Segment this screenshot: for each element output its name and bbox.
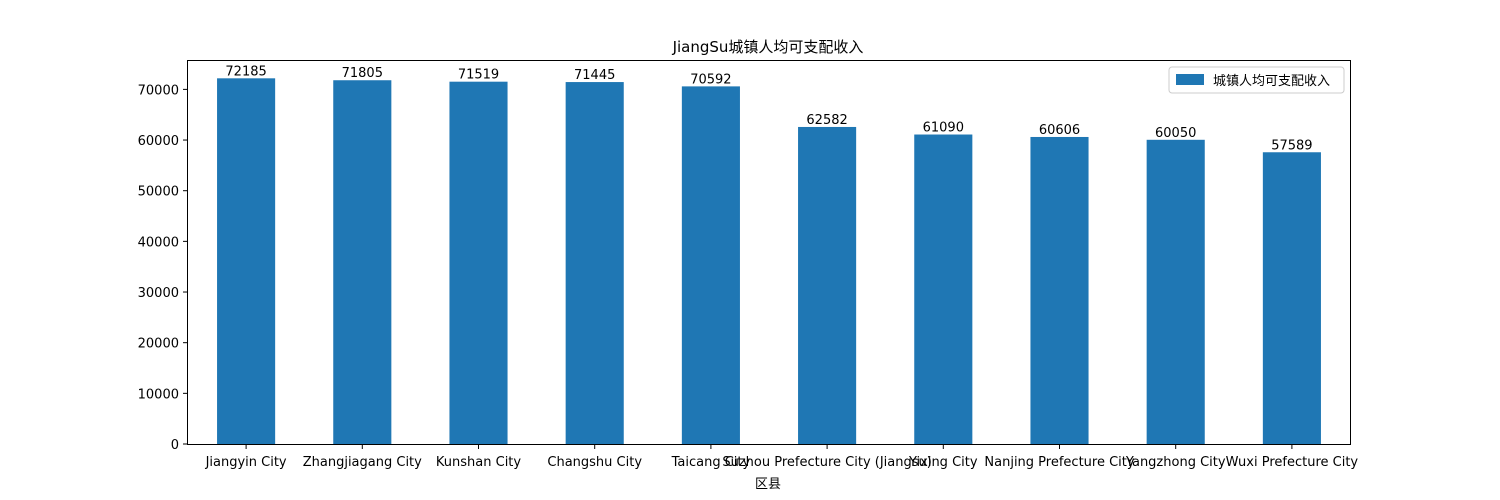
x-tick-label: Zhangjiagang City	[303, 455, 422, 470]
x-axis-label: 区县	[755, 477, 781, 492]
bar	[333, 80, 392, 444]
y-tick-label: 60000	[138, 134, 179, 149]
bar-series	[217, 78, 1321, 445]
x-tick-label: Kunshan City	[436, 455, 521, 470]
x-tick-label: Wuxi Prefecture City	[1226, 455, 1359, 470]
y-axis: 0 10000 20000 30000 40000 50000 60000 70000	[138, 83, 188, 453]
bar-value-label: 57589	[1271, 138, 1312, 153]
bar	[449, 81, 508, 445]
chart-title: JiangSu城镇人均可支配收入	[672, 38, 864, 56]
bar	[1262, 152, 1321, 444]
y-tick-label: 70000	[138, 83, 179, 98]
legend: 城镇人均可支配收入	[1168, 66, 1345, 94]
x-tick-label: Suzhou Prefecture City (Jiangsu)	[722, 455, 931, 470]
y-tick-label: 30000	[138, 286, 179, 301]
plot-frame	[187, 60, 1351, 445]
x-tick-label: Nanjing Prefecture City	[984, 455, 1134, 470]
x-tick-label: Yixing City	[908, 455, 978, 470]
y-tick-label: 40000	[138, 235, 179, 250]
y-tick-label: 10000	[138, 387, 179, 402]
bar	[217, 78, 276, 445]
y-tick-label: 0	[171, 438, 179, 453]
legend-swatch	[1176, 74, 1204, 85]
legend-label: 城镇人均可支配收入	[1213, 74, 1330, 89]
bar-value-label: 72185	[225, 64, 266, 79]
x-tick-label: Changshu City	[547, 455, 642, 470]
bar-value-label: 60050	[1155, 126, 1196, 141]
bar	[798, 126, 857, 444]
bar	[1146, 139, 1205, 444]
x-axis: Jiangyin City Zhangjiagang City Kunshan Ci…	[205, 444, 1359, 470]
bar	[1030, 136, 1089, 445]
bar-value-label: 62582	[806, 113, 847, 128]
bar	[681, 86, 740, 444]
y-tick-label: 50000	[138, 185, 179, 200]
bar-value-label: 60606	[1039, 123, 1080, 138]
y-tick-label: 20000	[138, 337, 179, 352]
x-tick-label: Taicang City	[671, 455, 751, 470]
bar-value-label: 71805	[342, 66, 383, 81]
bar	[565, 82, 624, 445]
bar-value-labels: 72185 71805 71519 71445 70592 62582 61090 60606…	[225, 64, 1312, 153]
bar	[914, 134, 973, 444]
bar-value-label: 71519	[458, 68, 499, 83]
x-tick-label: Jiangyin City	[205, 455, 287, 470]
x-tick-label: Yangzhong City	[1125, 455, 1226, 470]
legend-box	[1168, 66, 1345, 94]
bar-value-label: 71445	[574, 68, 615, 83]
bar-value-label: 70592	[690, 72, 731, 87]
bar-value-label: 61090	[923, 121, 964, 136]
